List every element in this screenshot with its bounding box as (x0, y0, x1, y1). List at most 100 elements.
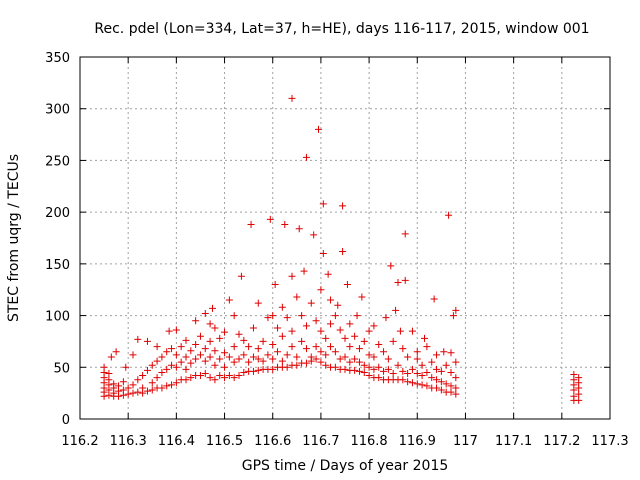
x-tick-label: 116.3 (110, 434, 147, 449)
data-point (240, 368, 248, 376)
data-point (112, 348, 120, 356)
x-tick-label: 116.9 (399, 434, 436, 449)
data-point (452, 390, 460, 398)
data-point (105, 376, 113, 384)
data-point (375, 363, 383, 371)
data-point (124, 384, 132, 392)
data-point (360, 361, 368, 369)
data-point (182, 336, 190, 344)
data-point (413, 380, 421, 388)
data-point (249, 367, 257, 375)
data-point (100, 363, 108, 371)
x-tick-label: 117.3 (591, 434, 628, 449)
data-point (380, 348, 388, 356)
data-point (302, 322, 310, 330)
data-point (413, 355, 421, 363)
data-point (254, 345, 262, 353)
data-point (274, 348, 282, 356)
data-point (343, 281, 351, 289)
data-point (163, 348, 171, 356)
data-point (449, 312, 457, 320)
data-point (259, 337, 267, 345)
data-point (187, 347, 195, 355)
data-point (172, 351, 180, 359)
data-point (575, 396, 583, 404)
data-points (100, 94, 583, 404)
data-point (225, 353, 233, 361)
data-point (259, 357, 267, 365)
data-point (254, 355, 262, 363)
data-point (312, 343, 320, 351)
data-point (153, 357, 161, 365)
data-point (119, 378, 127, 386)
data-point (283, 363, 291, 371)
data-point (353, 312, 361, 320)
data-point (172, 363, 180, 371)
data-point (221, 374, 229, 382)
data-point (327, 343, 335, 351)
data-point (192, 355, 200, 363)
data-point (399, 376, 407, 384)
data-point (440, 348, 448, 356)
data-point (331, 348, 339, 356)
data-point (408, 379, 416, 387)
data-point (389, 337, 397, 345)
data-point (235, 355, 243, 363)
data-point (158, 368, 166, 376)
data-point (163, 382, 171, 390)
x-tick-label: 116.7 (302, 434, 339, 449)
data-point (115, 382, 123, 390)
data-point (148, 379, 156, 387)
data-point (283, 314, 291, 322)
data-point (177, 358, 185, 366)
data-point (437, 386, 445, 394)
data-point (177, 343, 185, 351)
data-point (365, 327, 373, 335)
data-point (433, 384, 441, 392)
data-point (295, 225, 303, 233)
data-point (182, 376, 190, 384)
data-point (399, 367, 407, 375)
data-point (143, 366, 151, 374)
data-point (433, 351, 441, 359)
data-point (211, 324, 219, 332)
data-point (163, 365, 171, 373)
data-point (437, 367, 445, 375)
data-point (201, 310, 209, 318)
data-point (360, 368, 368, 376)
chart-title: Rec. pdel (Lon=334, Lat=37, h=HE), days … (94, 21, 589, 37)
data-point (107, 353, 115, 361)
data-point (370, 322, 378, 330)
y-tick-label: 100 (45, 310, 70, 325)
data-point (148, 361, 156, 369)
x-tick-label: 117.2 (543, 434, 580, 449)
data-point (312, 317, 320, 325)
data-point (442, 361, 450, 369)
data-point (346, 358, 354, 366)
data-point (235, 330, 243, 338)
data-point (575, 374, 583, 382)
data-point (396, 327, 404, 335)
data-point (168, 381, 176, 389)
data-point (288, 327, 296, 335)
data-point (129, 389, 137, 397)
data-point (235, 372, 243, 380)
data-point (570, 392, 578, 400)
data-point (266, 215, 274, 223)
data-point (437, 378, 445, 386)
data-point (384, 365, 392, 373)
data-point (230, 343, 238, 351)
data-point (324, 270, 332, 278)
data-point (307, 353, 315, 361)
data-point (269, 341, 277, 349)
x-axis-label: GPS time / Days of year 2015 (242, 458, 449, 474)
data-point (143, 387, 151, 395)
data-point (401, 276, 409, 284)
data-point (389, 369, 397, 377)
data-point (216, 355, 224, 363)
data-point (269, 355, 277, 363)
y-tick-label: 150 (45, 258, 70, 273)
data-point (312, 355, 320, 363)
data-point (317, 358, 325, 366)
data-point (264, 351, 272, 359)
